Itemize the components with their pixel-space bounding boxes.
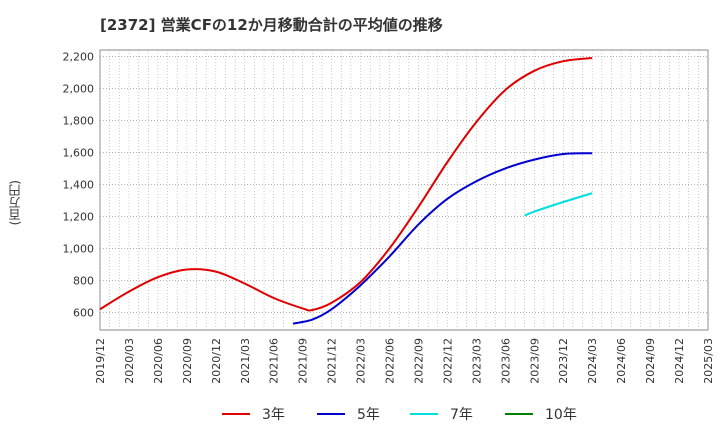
x-tick-label: 2020/03 [123, 338, 136, 384]
x-tick-label: 2023/09 [528, 338, 541, 384]
legend-label-0: 3年 [262, 407, 285, 423]
y-tick-label: 2,200 [63, 50, 95, 63]
x-tick-label: 2022/03 [355, 338, 368, 384]
x-tick-label: 2025/03 [702, 338, 715, 384]
x-tick-label: 2022/12 [441, 338, 454, 384]
x-axis-ticks: 2019/12 2020/03 2020/06 2020/09 2020/12 2021/… [94, 338, 715, 384]
legend-label-1: 5年 [357, 407, 380, 423]
x-tick-label: 2020/09 [181, 338, 194, 384]
x-tick-label: 2022/09 [412, 338, 425, 384]
x-tick-label: 2021/03 [239, 338, 252, 384]
x-tick-label: 2022/06 [384, 338, 397, 384]
legend-label-3: 10年 [545, 407, 577, 423]
y-axis-ticks: 600 800 1,000 1,200 1,400 1,600 1,800 2,000 2,20… [63, 50, 95, 319]
x-tick-label: 2019/12 [94, 338, 107, 384]
x-tick-label: 2020/12 [210, 338, 223, 384]
y-tick-label: 1,000 [63, 242, 95, 255]
x-tick-label: 2023/03 [470, 338, 483, 384]
x-tick-label: 2020/06 [152, 338, 165, 384]
x-tick-label: 2023/06 [499, 338, 512, 384]
x-tick-label: 2021/12 [326, 338, 339, 384]
y-tick-label: 1,800 [63, 114, 95, 127]
y-tick-label: 1,400 [63, 178, 95, 191]
grid-lines [99, 50, 709, 330]
series-line-0 [99, 57, 593, 312]
x-tick-label: 2024/09 [644, 338, 657, 384]
y-tick-label: 800 [73, 274, 94, 287]
x-tick-label: 2024/03 [586, 338, 599, 384]
x-tick-label: 2021/06 [268, 338, 281, 384]
x-tick-label: 2024/12 [673, 338, 686, 384]
y-tick-label: 600 [73, 306, 94, 319]
legend: 3年 5年 7年 10年 [222, 407, 577, 423]
series-line-1 [292, 152, 593, 325]
y-tick-label: 2,000 [63, 82, 95, 95]
x-tick-label: 2021/09 [297, 338, 310, 384]
plot-area [99, 49, 709, 331]
x-tick-label: 2023/12 [557, 338, 570, 384]
chart-title: [2372] 営業CFの12か月移動合計の平均値の推移 [100, 16, 443, 34]
legend-label-2: 7年 [450, 407, 473, 423]
series-lines [99, 57, 593, 325]
x-tick-label: 2024/06 [615, 338, 628, 384]
series-line-2 [524, 192, 593, 217]
y-tick-label: 1,600 [63, 146, 95, 159]
y-tick-label: 1,200 [63, 210, 95, 223]
